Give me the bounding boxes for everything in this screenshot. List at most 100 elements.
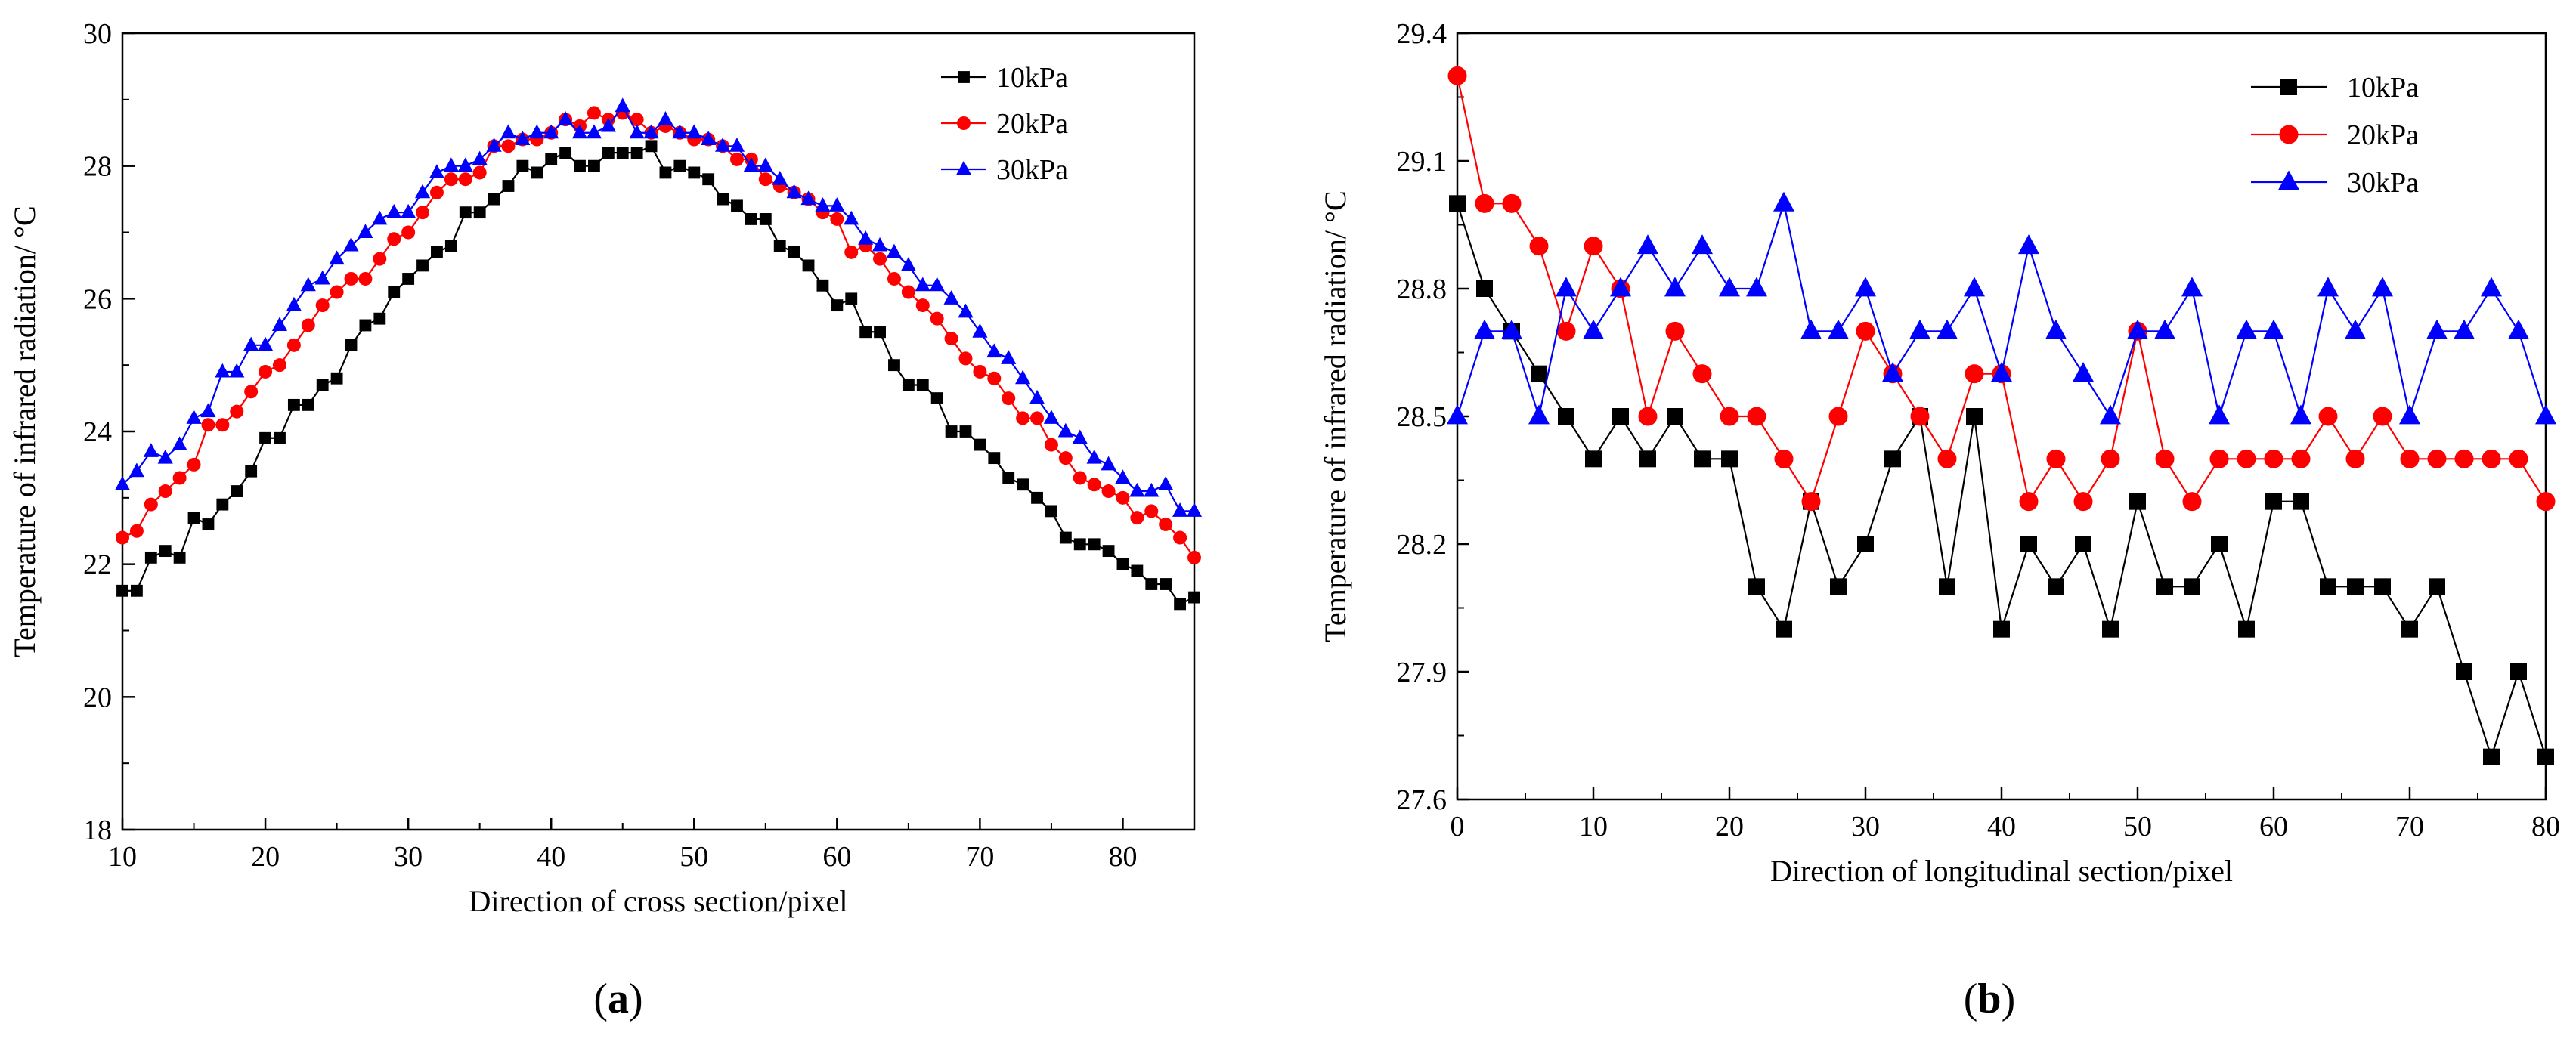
data-point: [2045, 319, 2067, 339]
data-point: [2263, 319, 2284, 339]
data-point: [1529, 237, 1549, 256]
y-tick-label: 27.9: [1397, 657, 1447, 688]
panel-label: (b): [1964, 976, 2015, 1022]
data-point: [2264, 449, 2283, 468]
data-point: [559, 147, 572, 159]
data-point: [615, 97, 630, 113]
data-point: [344, 271, 358, 286]
x-tick-label: 40: [537, 841, 565, 873]
data-point: [643, 124, 659, 139]
series-line-30kPa: [122, 104, 1194, 512]
legend: 10kPa 20kPa 30kPa: [941, 62, 1068, 186]
data-point: [129, 524, 144, 538]
data-point: [630, 113, 644, 127]
data-point: [1447, 66, 1467, 85]
data-point: [429, 185, 444, 199]
data-point: [2265, 493, 2282, 510]
y-tick-label: 22: [83, 549, 112, 581]
data-point: [201, 418, 215, 432]
data-point: [143, 443, 159, 457]
data-point: [944, 332, 958, 346]
data-point: [1721, 450, 1738, 468]
x-tick-label: 60: [2259, 811, 2288, 843]
data-point: [1585, 450, 1602, 468]
data-point: [1475, 193, 1494, 213]
data-point: [987, 371, 1002, 385]
data-point: [2046, 449, 2066, 468]
legend-label: 20kPa: [996, 108, 1068, 140]
x-tick-label: 20: [1715, 811, 1744, 843]
legend-item: 10kPa: [2251, 72, 2419, 104]
data-point: [300, 277, 316, 292]
data-point: [743, 157, 759, 172]
data-point: [1029, 389, 1045, 404]
y-tick-label: 28.2: [1397, 529, 1447, 561]
series-line-10kPa: [122, 144, 1195, 605]
data-point: [788, 246, 800, 258]
data-point: [830, 212, 844, 226]
data-point: [872, 237, 888, 252]
data-point: [401, 203, 416, 218]
y-tick-label: 30: [83, 18, 112, 50]
data-point: [1144, 504, 1159, 518]
data-point: [1719, 277, 1740, 297]
data-point: [2236, 319, 2257, 339]
data-point: [2373, 407, 2392, 426]
data-point: [588, 159, 600, 172]
data-point: [586, 124, 602, 139]
data-point: [443, 157, 459, 172]
data-point: [2237, 449, 2256, 468]
data-point: [1059, 531, 1072, 544]
data-point: [959, 425, 972, 438]
data-point: [802, 259, 815, 272]
data-point: [1748, 578, 1765, 595]
data-point: [858, 230, 874, 245]
data-point: [2075, 536, 2091, 552]
data-point: [1001, 350, 1017, 364]
data-point: [159, 545, 172, 558]
data-point: [128, 462, 144, 478]
data-point: [1115, 469, 1131, 484]
series-20kPa: [116, 106, 1201, 564]
data-point: [259, 364, 273, 379]
data-point: [1937, 319, 1958, 339]
data-point: [2018, 234, 2039, 255]
panel-label: (a): [593, 976, 642, 1022]
data-point: [329, 250, 345, 265]
data-point: [529, 124, 545, 139]
data-point: [958, 351, 973, 366]
data-point: [402, 273, 415, 285]
data-point: [1910, 407, 1930, 426]
data-point: [114, 476, 131, 490]
data-point: [2454, 449, 2474, 468]
data-point: [2429, 578, 2445, 595]
data-point: [301, 318, 315, 332]
data-point: [515, 131, 531, 146]
data-point: [645, 140, 658, 153]
data-point: [1116, 558, 1129, 570]
data-point: [186, 410, 202, 424]
data-point: [958, 303, 974, 318]
data-point: [1556, 321, 1576, 341]
data-point: [829, 197, 845, 212]
data-point: [1131, 564, 1144, 577]
data-point: [972, 323, 988, 338]
data-point: [1692, 234, 1713, 255]
data-point: [1187, 550, 1201, 564]
data-point: [1531, 365, 1547, 382]
x-tick-label: 50: [2123, 811, 2152, 843]
data-point: [1637, 234, 1658, 255]
legend-marker: [2279, 125, 2299, 144]
data-point: [901, 285, 915, 299]
data-point: [230, 404, 244, 419]
data-point: [1174, 598, 1187, 611]
legend-label: 20kPa: [2347, 119, 2419, 151]
data-point: [2535, 404, 2556, 425]
data-point: [2320, 578, 2336, 595]
data-point: [343, 237, 359, 252]
data-point: [157, 449, 173, 464]
data-point: [486, 138, 502, 152]
data-point: [1694, 450, 1711, 468]
data-point: [1692, 364, 1712, 384]
data-point: [2290, 404, 2311, 425]
